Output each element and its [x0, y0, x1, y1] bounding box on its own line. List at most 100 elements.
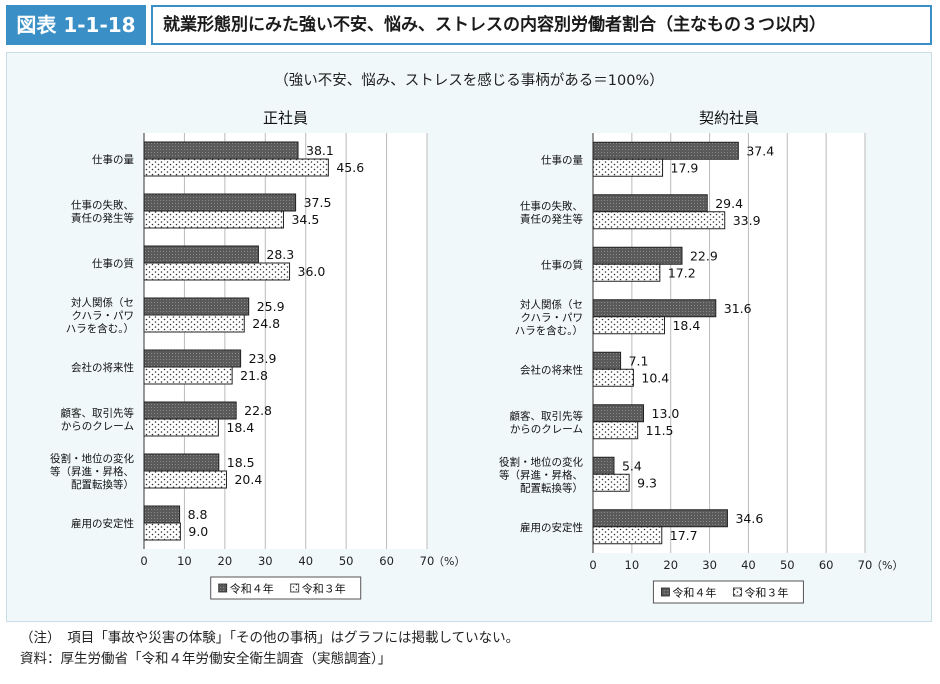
x-tick-label: 60: [379, 554, 394, 568]
data-label: 17.7: [670, 528, 698, 543]
bar-reiwa4: [592, 299, 717, 318]
bar-reiwa3: [143, 262, 291, 281]
x-tick-label: 0: [589, 558, 596, 572]
data-label: 5.4: [622, 458, 642, 473]
legend-swatch: [733, 587, 742, 597]
category-label: 役割・地位の変化: [499, 455, 583, 468]
data-label: 33.9: [733, 213, 761, 228]
bar-reiwa4: [143, 297, 250, 316]
data-label: 37.5: [304, 195, 332, 210]
data-label: 8.8: [188, 507, 208, 522]
legend-label: 令和４年: [672, 586, 716, 600]
chart-title: 正社員: [263, 109, 308, 127]
bar-reiwa4: [143, 141, 299, 160]
data-label: 7.1: [629, 353, 649, 368]
data-label: 21.8: [240, 368, 268, 383]
data-label: 22.8: [244, 403, 272, 418]
chart-contract-employees: 契約社員 0 10 20 30 40 50 60 70（%） 仕事の量 37.4 17.9 仕事の失敗、…: [499, 109, 903, 604]
x-tick-label: 10: [625, 558, 640, 572]
category-label: 対人関係（セ: [520, 298, 583, 311]
data-label: 11.5: [646, 423, 674, 438]
bar-reiwa3: [592, 263, 661, 282]
bar-reiwa3: [143, 522, 181, 541]
data-label: 37.4: [746, 143, 774, 158]
category-label: からのクレーム: [61, 421, 134, 433]
legend: [652, 580, 804, 604]
data-label: 25.9: [257, 299, 285, 314]
chart-canvas: （強い不安、悩み、ストレスを感じる事柄がある＝100%） 正社員 0 10 20 30 4…: [50, 72, 903, 604]
bar-reiwa4: [143, 245, 259, 264]
legend-swatch: [290, 583, 300, 593]
x-tick-label: 0: [140, 554, 147, 568]
bar-reiwa4: [592, 246, 683, 265]
category-label: 仕事の量: [541, 153, 583, 166]
legend: [210, 576, 362, 600]
bar-reiwa3: [143, 418, 219, 437]
category-label: 責任の発生等: [520, 212, 583, 225]
category-label: 仕事の量: [92, 153, 134, 166]
legend-label: 令和３年: [302, 582, 346, 596]
category-label: ハラを含む。）: [66, 322, 134, 335]
data-label: 38.1: [306, 143, 334, 158]
chart-panel: （強い不安、悩み、ストレスを感じる事柄がある＝100%） 正社員 0 10 20 30 4…: [6, 52, 932, 622]
category-label: 対人関係（セ: [71, 296, 134, 309]
category-label: 雇用の安定性: [71, 517, 134, 530]
category-label: クハラ・パワ: [72, 310, 134, 322]
chart-regular-employees: 正社員 0 10 20 30 40 50 60 70（%） 仕事の量 38.145.6 仕事の失敗、責…: [50, 109, 465, 600]
category-label: 役割・地位の変化: [50, 452, 134, 465]
data-label: 31.6: [724, 301, 752, 316]
data-label: 22.9: [690, 248, 718, 263]
x-tick-label: 40: [298, 554, 313, 568]
data-label: 45.6: [336, 160, 364, 175]
bar-reiwa3: [592, 316, 665, 335]
category-label: 仕事の失敗、: [71, 199, 134, 212]
data-label: 28.3: [266, 247, 294, 262]
bar-reiwa4: [592, 351, 622, 370]
category-label: 雇用の安定性: [520, 521, 583, 534]
data-label: 18.4: [226, 420, 254, 435]
x-tick-label: 60: [819, 558, 834, 572]
data-label: 18.4: [672, 318, 700, 333]
category-label: クハラ・パワ: [521, 312, 583, 324]
category-label: 顧客、取引先等: [510, 409, 584, 422]
category-label: 仕事の失敗、: [520, 199, 583, 212]
bar-reiwa3: [143, 210, 284, 229]
bar-reiwa3: [143, 158, 329, 177]
bar-reiwa4: [592, 509, 728, 528]
bar-reiwa3: [592, 368, 634, 387]
bar-reiwa4: [143, 453, 220, 472]
category-label: 会社の将来性: [71, 361, 134, 374]
figure-id: 図表 1-1-18: [6, 5, 146, 45]
data-label: 36.0: [298, 264, 326, 279]
bar-reiwa3: [592, 473, 630, 492]
chart-title: 契約社員: [699, 109, 759, 127]
data-label: 34.6: [735, 511, 763, 526]
category-label: 仕事の質: [541, 258, 583, 271]
x-tick-label: 10: [177, 554, 192, 568]
x-tick-label: 50: [339, 554, 354, 568]
bar-reiwa3: [592, 421, 639, 440]
category-label: 会社の将来性: [520, 363, 583, 376]
legend-label: 令和３年: [744, 586, 788, 600]
legend-swatch: [218, 583, 228, 593]
data-label: 17.2: [668, 265, 696, 280]
bar-reiwa3: [143, 470, 227, 489]
data-label: 10.4: [641, 370, 669, 385]
data-label: 17.9: [671, 160, 699, 175]
x-tick-label: 30: [702, 558, 717, 572]
note-text: （注） 項目「事故や災害の体験」「その他の事柄」はグラフには掲載していない。: [20, 630, 520, 646]
x-tick-label: 70: [858, 558, 873, 572]
x-tick-label: 70: [420, 554, 435, 568]
data-label: 18.5: [227, 455, 255, 470]
bar-reiwa3: [143, 366, 233, 385]
data-label: 24.8: [252, 316, 280, 331]
x-tick-label: 20: [218, 554, 233, 568]
category-label: 責任の発生等: [71, 212, 134, 225]
source-text: 資料：厚生労働省「令和４年労働安全衛生調査（実態調査）」: [20, 651, 392, 667]
data-label: 20.4: [234, 472, 262, 487]
category-label: 配置転換等）: [520, 481, 583, 494]
x-tick-label: 30: [258, 554, 273, 568]
x-axis-unit: （%）: [871, 559, 903, 572]
data-label: 23.9: [249, 351, 277, 366]
bar-reiwa4: [143, 193, 297, 212]
